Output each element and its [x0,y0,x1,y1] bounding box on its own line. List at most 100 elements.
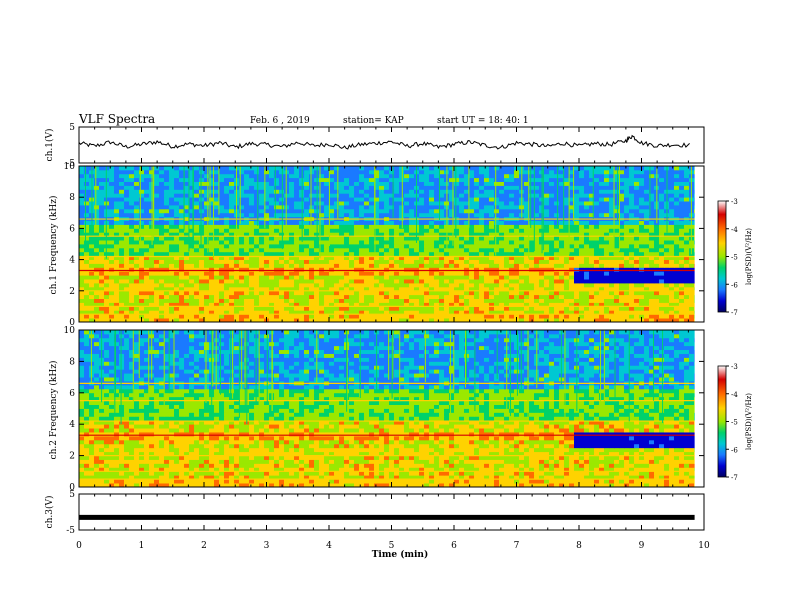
spectrogram-cell [229,224,235,229]
spectrogram-cell [464,185,470,190]
spectrogram-cell [269,181,275,186]
spectrogram-cell [504,314,510,319]
spectrogram-cell [634,197,640,202]
spectrogram-cell [169,283,175,288]
spectrogram-cell [324,251,330,257]
spectrogram-cell [319,189,325,194]
spectrogram-cell [329,259,335,264]
spectrogram-cell [174,166,180,171]
spectrogram-cell [239,228,245,233]
spectrogram-cell [189,283,195,288]
spectrogram-cell [274,212,280,218]
spectrogram-cell [199,212,205,218]
spectrogram-cell [134,185,140,190]
spectrogram-cell [229,193,235,198]
spectrogram-cell [569,240,575,245]
spectrogram-cell [574,177,580,182]
spectrogram-cell [234,286,240,292]
spectrogram-cell [494,263,500,268]
spectrogram-cell [249,197,255,202]
spectrogram-cell [424,271,430,276]
spectrogram-cell [274,173,280,179]
spectrogram-cell [254,275,260,280]
spectrogram-cell [224,193,230,198]
spectrogram-cell [239,279,245,284]
spectrogram-cell [489,259,495,264]
spectrogram-cell [494,318,500,323]
spectrogram-cell [299,310,305,315]
spectrogram-cell [339,181,345,186]
spectrogram-cell [439,181,445,186]
spectrogram-cell [144,173,150,179]
spectrogram-cell [389,263,395,268]
spectrogram-cell [174,244,180,249]
spectrogram-cell [424,228,430,233]
spectrogram-cell [269,271,275,276]
spectrogram-cell [174,205,180,210]
spectrogram-cell [624,232,630,237]
spectrogram-cell [109,298,115,303]
spectrogram-cell [474,208,480,214]
spectrogram-cell [644,247,650,253]
spectrogram-cell [549,290,555,296]
spectrogram-cell [419,240,425,245]
spectrogram-cell [264,224,270,229]
spectrogram-cell [344,181,350,186]
spectrogram-cell [609,318,615,323]
spectrogram-cell [264,263,270,268]
spectrogram-cell [369,247,375,253]
spectrogram-cell [584,189,590,194]
spectrogram-cell [424,290,430,296]
spectrogram-cell [84,310,90,315]
spectrogram-cell [354,220,360,225]
spectrogram-cell [529,228,535,233]
spectrogram-cell [274,267,280,272]
spectrogram-cell [614,275,620,280]
spectrogram-cell [274,240,280,245]
spectrogram-cell [354,251,360,257]
spectrogram-cell [109,275,115,280]
spectrogram-cell [614,290,620,296]
spectrogram-cell [279,310,285,315]
spectrogram-cell [524,302,530,307]
spectrogram-cell [679,189,685,194]
spectrogram-cell [174,271,180,276]
spectrogram-cell [379,294,385,299]
spectrogram-cell [279,208,285,214]
spectrogram-cell [269,228,275,233]
spectrogram-cell [339,247,345,253]
spectrogram-cell [489,205,495,210]
spectrogram-cell [389,201,395,206]
spectrogram-cell [209,279,215,284]
spectrogram-cell [529,275,535,280]
spectrogram-cell [434,224,440,229]
spectrogram-cell [314,255,320,260]
spectrogram-cell [374,290,380,296]
spectrogram-cell [289,220,295,225]
spectrogram-cell [424,283,430,288]
spectrogram-cell [644,244,650,249]
spectrogram-cell [364,177,370,182]
spectrogram-cell [524,271,530,276]
spectrogram-cell [659,283,665,288]
spectrogram-cell [299,294,305,299]
spectrogram-cell [409,259,415,264]
spectrogram-cell [94,279,100,284]
spectrogram-cell [644,185,650,190]
spectrogram-cell [504,286,510,292]
spectrogram-cell [174,232,180,237]
spectrogram-cell [194,208,200,214]
spectrogram-cell [349,208,355,214]
spectrogram-cell [204,283,210,288]
spectrogram-cell [589,275,595,280]
spectrogram-cell [274,224,280,229]
spectrogram-cell [279,228,285,233]
spectrogram-cell [584,255,590,260]
spectrogram-cell [454,197,460,202]
spectrogram-cell [79,306,85,311]
spectrogram-cell [244,294,250,299]
spectrogram-cell [434,193,440,198]
spectrogram-cell [309,181,315,186]
spectrogram-cell [79,271,85,276]
spectrogram-cell [89,310,95,315]
